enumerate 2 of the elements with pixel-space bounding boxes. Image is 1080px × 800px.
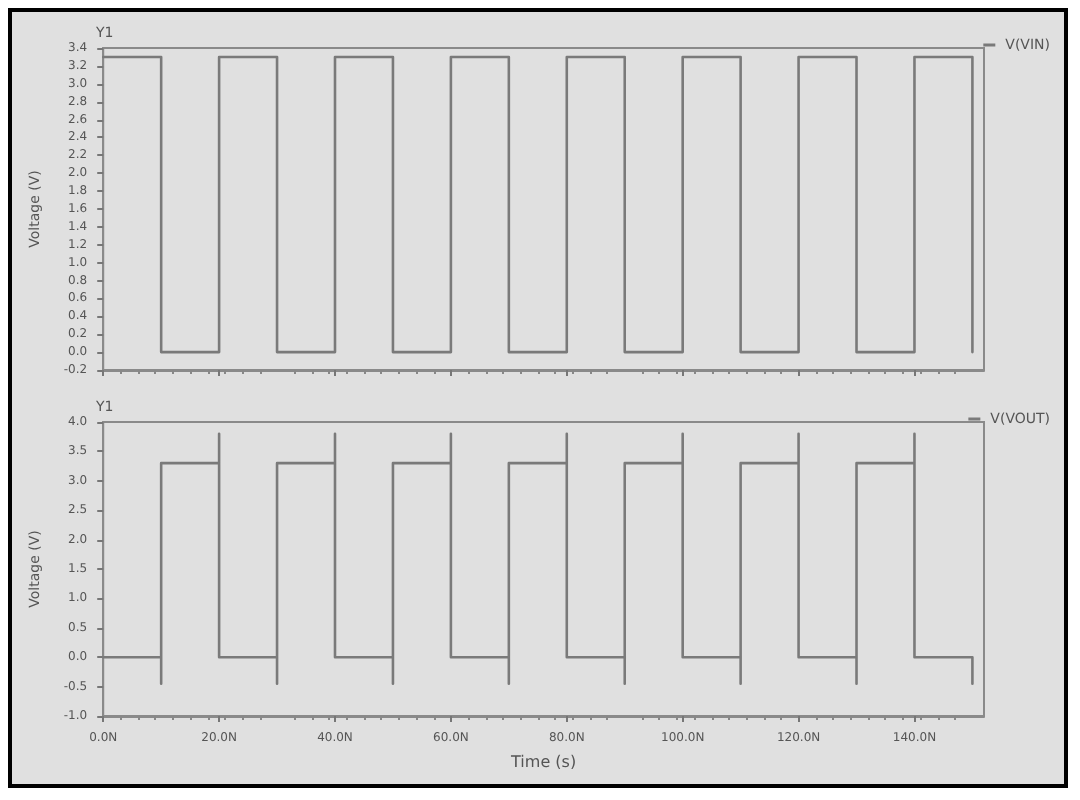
x-axis-title: Time (s) <box>509 752 577 771</box>
line-series <box>101 432 974 685</box>
